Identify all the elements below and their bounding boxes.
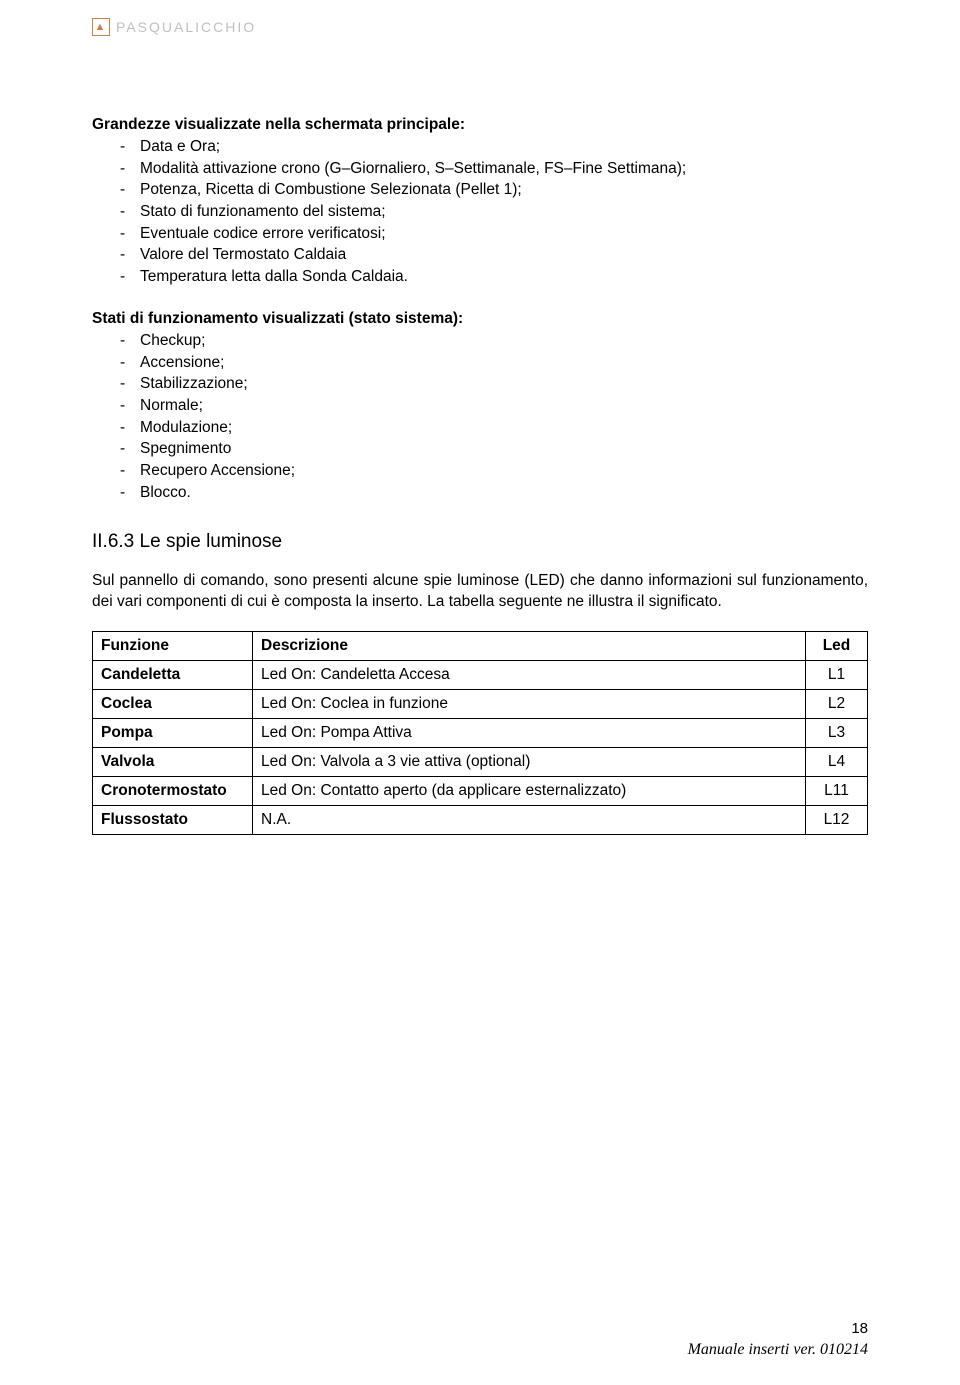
cell-funzione: Pompa [93, 719, 253, 748]
dash-icon: - [92, 136, 140, 158]
list-item: -Stato di funzionamento del sistema; [92, 201, 868, 223]
list-item: -Normale; [92, 395, 868, 417]
document-page: ▲ PASQUALICCHIO Grandezze visualizzate n… [0, 0, 960, 1385]
table-row: Valvola Led On: Valvola a 3 vie attiva (… [93, 748, 868, 777]
th-descrizione: Descrizione [253, 632, 806, 661]
dash-icon: - [92, 460, 140, 482]
dash-icon: - [92, 373, 140, 395]
cell-funzione: Candeletta [93, 661, 253, 690]
list-item: -Temperatura letta dalla Sonda Caldaia. [92, 266, 868, 288]
cell-led: L1 [806, 661, 868, 690]
dash-icon: - [92, 179, 140, 201]
table-row: Flussostato N.A. L12 [93, 806, 868, 835]
cell-funzione: Cronotermostato [93, 777, 253, 806]
list-item: -Accensione; [92, 352, 868, 374]
cell-funzione: Valvola [93, 748, 253, 777]
dash-icon: - [92, 158, 140, 180]
list-item: -Eventuale codice errore verificatosi; [92, 223, 868, 245]
th-funzione: Funzione [93, 632, 253, 661]
page-number: 18 [688, 1319, 868, 1339]
cell-led: L3 [806, 719, 868, 748]
dash-icon: - [92, 482, 140, 504]
section1-list: -Data e Ora; -Modalità attivazione crono… [92, 136, 868, 288]
section2-title: Stati di funzionamento visualizzati (sta… [92, 310, 868, 328]
dash-icon: - [92, 223, 140, 245]
page-footer: 18 Manuale inserti ver. 010214 [688, 1319, 868, 1361]
cell-descrizione: Led On: Pompa Attiva [253, 719, 806, 748]
dash-icon: - [92, 417, 140, 439]
list-item: -Modalità attivazione crono (G–Giornalie… [92, 158, 868, 180]
dash-icon: - [92, 438, 140, 460]
table-row: Pompa Led On: Pompa Attiva L3 [93, 719, 868, 748]
led-table: Funzione Descrizione Led Candeletta Led … [92, 631, 868, 835]
list-item: -Modulazione; [92, 417, 868, 439]
table-row: Candeletta Led On: Candeletta Accesa L1 [93, 661, 868, 690]
cell-descrizione: Led On: Candeletta Accesa [253, 661, 806, 690]
table-row: Coclea Led On: Coclea in funzione L2 [93, 690, 868, 719]
section2-list: -Checkup; -Accensione; -Stabilizzazione;… [92, 330, 868, 504]
brand-logo: ▲ PASQUALICCHIO [92, 18, 868, 36]
dash-icon: - [92, 244, 140, 266]
section1-title: Grandezze visualizzate nella schermata p… [92, 116, 868, 134]
list-item: -Blocco. [92, 482, 868, 504]
list-item: -Valore del Termostato Caldaia [92, 244, 868, 266]
cell-led: L11 [806, 777, 868, 806]
cell-led: L12 [806, 806, 868, 835]
cell-led: L4 [806, 748, 868, 777]
list-item: -Data e Ora; [92, 136, 868, 158]
dash-icon: - [92, 266, 140, 288]
list-item: -Spegnimento [92, 438, 868, 460]
cell-descrizione: N.A. [253, 806, 806, 835]
list-item: -Potenza, Ricetta di Combustione Selezio… [92, 179, 868, 201]
flame-icon: ▲ [92, 18, 110, 36]
list-item: -Checkup; [92, 330, 868, 352]
cell-descrizione: Led On: Valvola a 3 vie attiva (optional… [253, 748, 806, 777]
footer-version: Manuale inserti ver. 010214 [688, 1341, 868, 1358]
th-led: Led [806, 632, 868, 661]
dash-icon: - [92, 330, 140, 352]
subsection-heading: II.6.3 Le spie luminose [92, 531, 868, 553]
cell-descrizione: Led On: Coclea in funzione [253, 690, 806, 719]
table-row: Cronotermostato Led On: Contatto aperto … [93, 777, 868, 806]
brand-text: PASQUALICCHIO [116, 19, 256, 35]
list-item: -Recupero Accensione; [92, 460, 868, 482]
intro-paragraph: Sul pannello di comando, sono presenti a… [92, 571, 868, 613]
cell-funzione: Coclea [93, 690, 253, 719]
dash-icon: - [92, 395, 140, 417]
dash-icon: - [92, 201, 140, 223]
cell-funzione: Flussostato [93, 806, 253, 835]
dash-icon: - [92, 352, 140, 374]
cell-descrizione: Led On: Contatto aperto (da applicare es… [253, 777, 806, 806]
cell-led: L2 [806, 690, 868, 719]
list-item: -Stabilizzazione; [92, 373, 868, 395]
table-header-row: Funzione Descrizione Led [93, 632, 868, 661]
